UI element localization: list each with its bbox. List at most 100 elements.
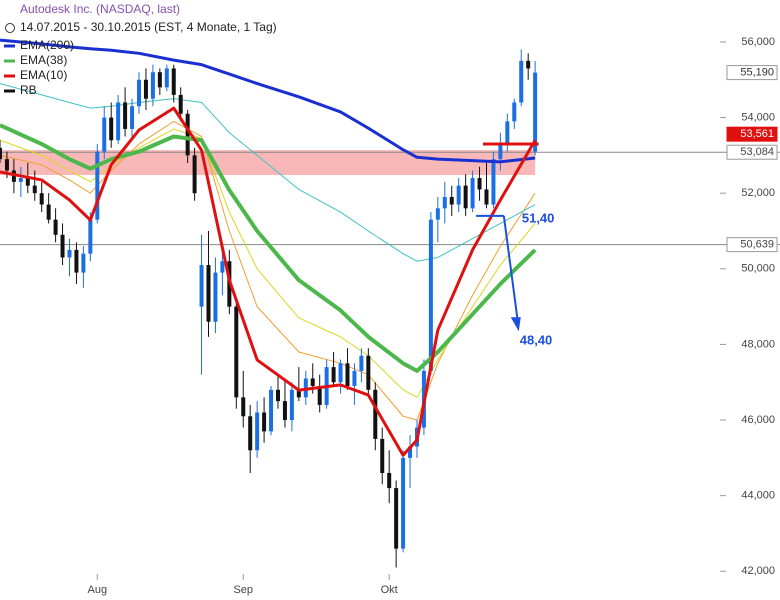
arrow-head [510, 317, 521, 332]
legend-label: EMA(200) [20, 38, 74, 52]
legend-label: RB [20, 83, 37, 97]
legend-label: EMA(10) [20, 68, 67, 82]
candle-body [456, 185, 461, 205]
candle-body [317, 386, 322, 405]
candle-body [248, 416, 253, 451]
candle-body [484, 189, 489, 205]
price-box [726, 237, 778, 253]
arrow-shaft [502, 215, 519, 322]
annotation: 51,40 [522, 210, 555, 225]
candle-body [74, 249, 79, 273]
candle-body [46, 204, 51, 220]
candle-body [428, 219, 433, 371]
candle-body [67, 249, 72, 258]
candle-body [435, 208, 440, 220]
candle-body [213, 272, 218, 322]
candle-body [199, 265, 204, 307]
ema-line [0, 38, 536, 164]
candle-body [95, 151, 100, 220]
candle-body [39, 193, 44, 205]
price-label: 53,084 [740, 146, 774, 158]
x-tick-label: Aug [88, 584, 108, 596]
candle-body [60, 234, 65, 258]
candle-body [171, 68, 176, 95]
candle-body [338, 363, 343, 383]
y-tick-label: 46,000 [741, 414, 775, 426]
candle-body [533, 72, 538, 152]
price-label: 53,561 [740, 128, 774, 140]
candle-body [366, 355, 371, 390]
zone [0, 150, 536, 176]
candle-body [109, 117, 114, 141]
y-tick-label: 56,000 [741, 36, 775, 48]
candle-body [373, 389, 378, 439]
candle-body [442, 196, 447, 209]
candle-body [449, 196, 454, 205]
candle-body [143, 79, 148, 99]
candle-body [526, 60, 531, 69]
candle-body [220, 261, 225, 273]
ema-line [0, 123, 537, 373]
legend-label: EMA(38) [20, 53, 67, 67]
price-box [726, 126, 778, 142]
chart-subtitle: 14.07.2015 - 30.10.2015 (EST, 4 Monate, … [20, 20, 277, 34]
candle-body [463, 185, 468, 209]
candle-body [102, 117, 107, 152]
candle-body [81, 253, 86, 273]
candle-body [32, 185, 37, 194]
price-label: 50,639 [740, 239, 774, 251]
y-tick-label: 42,000 [741, 565, 775, 577]
candle-body [157, 72, 162, 88]
candle-body [394, 488, 399, 549]
candle-body [408, 446, 413, 458]
ribbon-line [0, 128, 536, 398]
candle-body [380, 438, 385, 473]
candle-body [262, 412, 267, 432]
candle-body [53, 219, 58, 235]
candle-body [185, 113, 190, 156]
candle-body [498, 144, 503, 160]
candle-body [88, 219, 93, 254]
candle-body [178, 94, 183, 114]
ribbon-line [0, 120, 536, 421]
candle-body [0, 147, 2, 160]
annotation: 48,40 [520, 333, 553, 348]
candle-body [519, 60, 524, 103]
candle-body [255, 412, 260, 451]
candle-body [130, 106, 135, 129]
candle-body [123, 102, 128, 129]
candle-body [477, 178, 482, 190]
x-tick-label: Okt [381, 584, 398, 596]
candle-body [206, 265, 211, 322]
candle-body [505, 121, 510, 145]
candle-body [401, 457, 406, 549]
candle-body [4, 159, 9, 171]
candle-body [18, 178, 23, 182]
y-tick-label: 54,000 [741, 111, 775, 123]
candle-body [136, 79, 141, 107]
y-tick-label: 52,000 [741, 187, 775, 199]
price-box [726, 65, 778, 81]
price-box [726, 144, 778, 160]
candle-body [331, 367, 336, 383]
x-tick-label: Sep [233, 584, 253, 596]
candle-body [289, 389, 294, 421]
candle-body [310, 378, 315, 387]
candle-body [345, 363, 350, 387]
candle-body [192, 155, 197, 194]
candle-body [491, 159, 496, 205]
candle-body [116, 102, 121, 141]
y-tick-label: 44,000 [741, 490, 775, 502]
candle-body [359, 355, 364, 371]
candle-body [269, 389, 274, 432]
candle-body [282, 401, 287, 421]
ema-line [0, 106, 537, 457]
y-tick-label: 50,000 [741, 263, 775, 275]
candle-body [387, 472, 392, 489]
candle-body [275, 389, 280, 402]
candle-body [150, 72, 155, 99]
candle-body [164, 68, 169, 88]
price-label: 55,190 [740, 66, 774, 78]
candle-body [25, 178, 30, 186]
